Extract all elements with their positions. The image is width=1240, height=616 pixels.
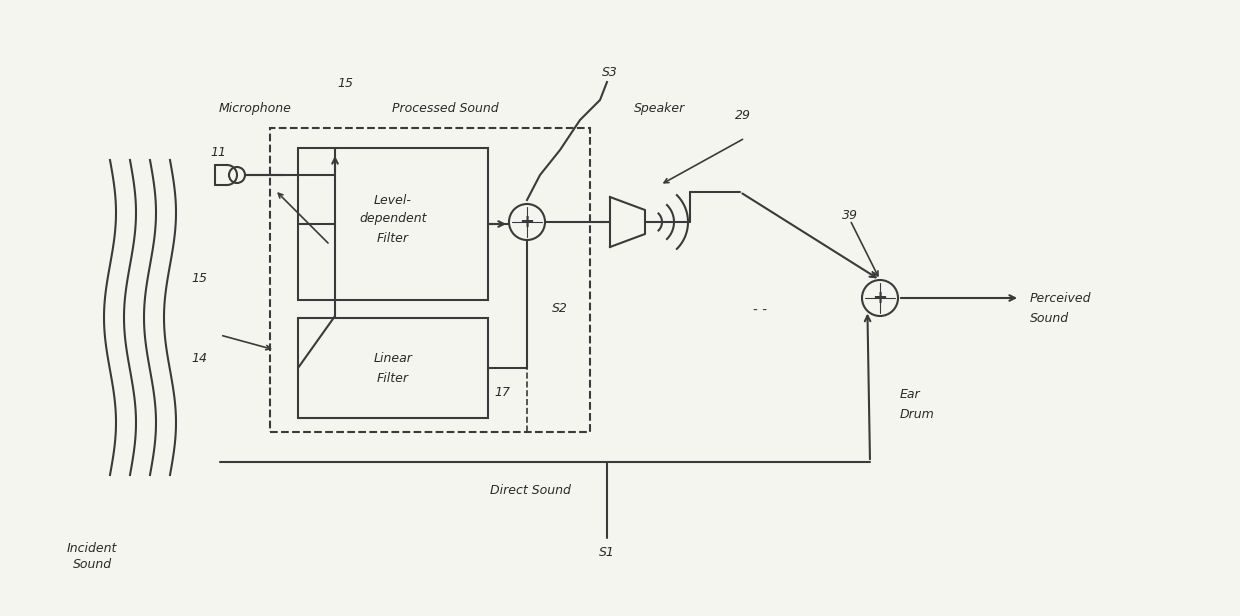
Text: Sound: Sound (72, 559, 112, 572)
Text: +: + (873, 289, 888, 307)
Text: Microphone: Microphone (218, 102, 291, 115)
Text: Filter: Filter (377, 371, 409, 384)
Text: 15: 15 (191, 272, 207, 285)
Text: Incident: Incident (67, 541, 118, 554)
Text: 14: 14 (191, 352, 207, 365)
Text: dependent: dependent (360, 211, 427, 224)
Text: +: + (520, 213, 534, 231)
Text: Speaker: Speaker (635, 102, 686, 115)
Text: S1: S1 (599, 546, 615, 559)
Text: 39: 39 (842, 208, 858, 222)
Text: Processed Sound: Processed Sound (392, 102, 498, 115)
Text: Sound: Sound (1030, 312, 1069, 325)
Text: 17: 17 (494, 386, 510, 399)
Text: 11: 11 (210, 145, 226, 158)
Text: Direct Sound: Direct Sound (490, 484, 570, 496)
Bar (298, 318, 489, 418)
Bar (298, 148, 489, 300)
Text: Drum: Drum (900, 408, 935, 421)
Text: S3: S3 (603, 65, 618, 78)
Text: Level-: Level- (374, 193, 412, 206)
Text: 29: 29 (735, 108, 751, 121)
Text: Linear: Linear (373, 352, 413, 365)
Text: Ear: Ear (900, 389, 920, 402)
Text: - -: - - (753, 303, 768, 317)
Text: Filter: Filter (377, 232, 409, 245)
Text: 15: 15 (337, 76, 353, 89)
Bar (270, 128, 590, 432)
Text: S2: S2 (552, 301, 568, 315)
Text: Perceived: Perceived (1030, 291, 1091, 304)
